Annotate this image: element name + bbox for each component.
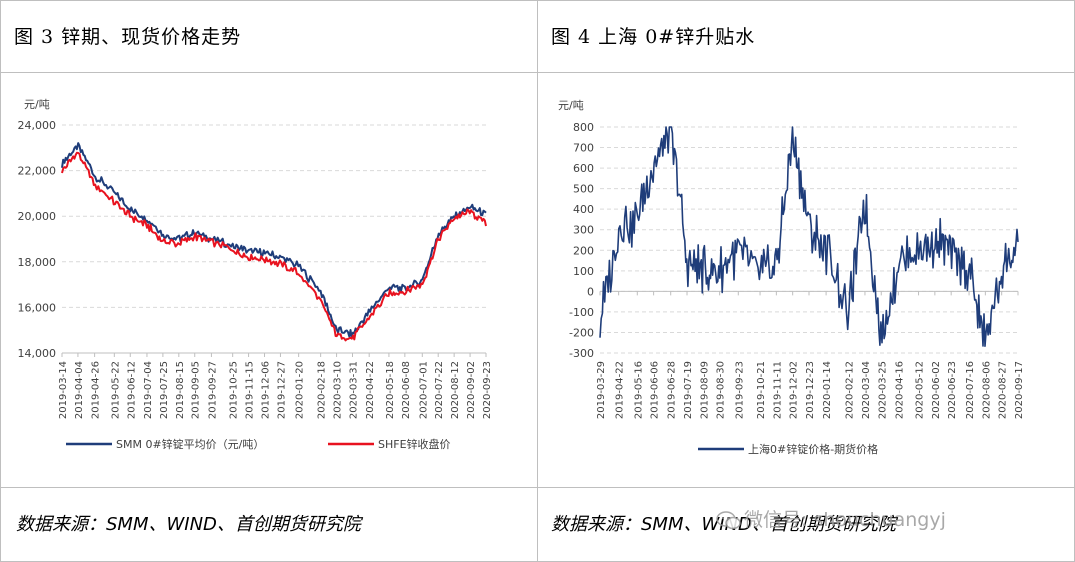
legend-label: 上海0#锌锭价格-期货价格: [748, 442, 878, 456]
x-tick-label: 2019-07-25: [159, 361, 170, 419]
y-tick-label: -200: [569, 326, 594, 339]
x-tick-label: 2020-06-02: [931, 361, 942, 419]
x-tick-label: 2019-08-30: [716, 361, 727, 419]
x-tick-label: 2020-01-20: [295, 361, 306, 419]
title-divider: [1, 72, 1074, 73]
x-tick-label: 2019-09-27: [207, 361, 218, 419]
wechat-icon: [716, 510, 741, 529]
left-panel-title: 图 3 锌期、现货价格走势: [14, 26, 242, 48]
y-tick-label: 14,000: [18, 347, 57, 360]
y-tick-label: 0: [587, 285, 594, 298]
x-tick-label: 2020-08-06: [981, 361, 992, 419]
x-tick-label: 2019-11-11: [772, 361, 783, 419]
y-tick-label: 600: [573, 162, 594, 175]
y-tick-label: 24,000: [18, 119, 57, 132]
source-divider: [1, 487, 1074, 488]
legend-label: SMM 0#锌锭平均价（元/吨）: [116, 437, 264, 451]
series-line: [599, 126, 1019, 347]
x-tick-label: 2019-07-19: [683, 361, 694, 419]
x-tick-label: 2019-09-05: [191, 361, 202, 419]
y-tick-label: 700: [573, 142, 594, 155]
x-tick-label: 2020-09-17: [1014, 361, 1025, 419]
x-tick-label: 2019-08-15: [175, 361, 186, 419]
series-line: [61, 142, 487, 339]
x-tick-label: 2019-06-28: [667, 361, 678, 419]
x-tick-label: 2019-04-26: [91, 361, 102, 419]
x-tick-label: 2019-05-22: [110, 361, 121, 419]
x-tick-label: 2019-05-16: [633, 361, 644, 419]
x-tick-label: 2019-07-04: [143, 361, 154, 419]
x-tick-label: 2019-06-06: [650, 361, 661, 419]
y-tick-label: 100: [573, 265, 594, 278]
x-tick-label: 2019-10-21: [756, 361, 767, 419]
zinc-price-chart: 元/吨 14,000 16,000 18,000 20,000 22,000 24,000 2…: [18, 98, 494, 451]
x-tick-label: 2019-03-29: [596, 361, 607, 419]
x-tick-label: 2020-08-27: [998, 361, 1009, 419]
x-tick-label: 2019-12-06: [261, 361, 272, 419]
y-tick-label: 200: [573, 244, 594, 257]
x-tick-label: 2020-08-12: [450, 361, 461, 419]
x-tick-label: 2020-04-22: [365, 361, 376, 419]
x-tick-label: 2020-02-18: [317, 361, 328, 419]
x-tick-label: 2020-05-18: [385, 361, 396, 419]
y-tick-label: 22,000: [18, 165, 57, 178]
x-tick-label: 2019-10-25: [229, 361, 240, 419]
left-data-source: 数据来源：SMM、WIND、首创期货研究院: [16, 514, 361, 535]
x-tick-label: 2020-09-02: [466, 361, 477, 419]
zinc-premium-chart: 元/吨 -300 -200 -100 0 100 200 300 400 500 600 700 800…: [558, 99, 1025, 456]
x-tick-label: 2020-05-12: [915, 361, 926, 419]
x-tick-label: 2019-03-14: [58, 361, 69, 419]
x-tick-label: 2020-03-04: [861, 361, 872, 419]
x-tick-label: 2019-04-22: [615, 361, 626, 419]
x-tick-label: 2020-03-10: [333, 361, 344, 419]
y-tick-label: 20,000: [18, 210, 57, 223]
x-tick-label: 2019-12-02: [789, 361, 800, 419]
watermark-text: 微信号: shouchuangyj: [744, 509, 946, 531]
x-tick-label: 2019-12-23: [805, 361, 816, 419]
x-tick-label: 2019-04-04: [74, 361, 85, 419]
x-tick-label: 2020-04-16: [894, 361, 905, 419]
x-tick-label: 2020-06-23: [947, 361, 958, 419]
x-tick-label: 2020-07-22: [434, 361, 445, 419]
x-tick-label: 2019-12-27: [276, 361, 287, 419]
x-tick-label: 2020-01-14: [822, 361, 833, 419]
y-tick-label: 18,000: [18, 256, 57, 269]
y-tick-label: 16,000: [18, 301, 57, 314]
y-tick-label: 800: [573, 121, 594, 134]
x-tick-label: 2020-03-25: [877, 361, 888, 419]
x-tick-label: 2020-03-31: [349, 361, 360, 419]
x-tick-label: 2020-06-08: [401, 361, 412, 419]
x-tick-label: 2019-06-12: [126, 361, 137, 419]
x-tick-label: 2019-09-23: [734, 361, 745, 419]
y-tick-label: -300: [569, 347, 594, 360]
x-tick-label: 2020-09-23: [482, 361, 493, 419]
x-tick-label: 2020-02-12: [845, 361, 856, 419]
y-axis-label: 元/吨: [24, 98, 50, 111]
panel-divider: [537, 1, 538, 561]
y-tick-label: -100: [569, 306, 594, 319]
watermark: 微信号: shouchuangyj: [716, 505, 946, 532]
y-tick-label: 300: [573, 224, 594, 237]
x-tick-label: 2020-07-01: [418, 361, 429, 419]
series-line: [61, 151, 487, 342]
y-tick-label: 500: [573, 183, 594, 196]
x-tick-label: 2019-11-15: [245, 361, 256, 419]
legend-label: SHFE锌收盘价: [378, 437, 451, 451]
x-tick-label: 2020-07-16: [965, 361, 976, 419]
right-panel-title: 图 4 上海 0#锌升贴水: [551, 26, 756, 48]
y-axis-label: 元/吨: [558, 99, 584, 112]
x-tick-label: 2019-08-09: [699, 361, 710, 419]
y-tick-label: 400: [573, 203, 594, 216]
